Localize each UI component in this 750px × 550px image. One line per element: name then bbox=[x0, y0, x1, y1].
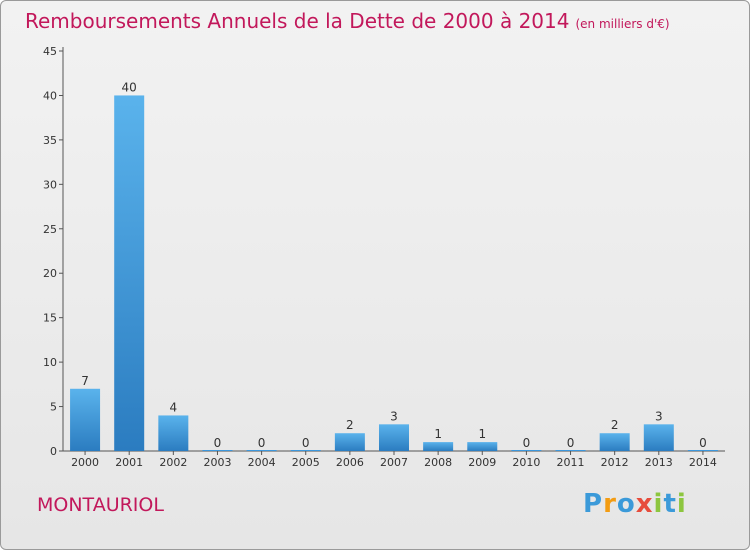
x-tick-label-2014: 2014 bbox=[689, 456, 717, 469]
logo-letter: r bbox=[603, 489, 617, 519]
x-tick-label-2006: 2006 bbox=[336, 456, 364, 469]
bar-2014 bbox=[687, 450, 718, 451]
data-label-2011: 0 bbox=[567, 436, 575, 450]
y-tick-label: 0 bbox=[50, 445, 57, 458]
x-tick-label-2011: 2011 bbox=[557, 456, 585, 469]
data-label-2013: 3 bbox=[655, 409, 663, 423]
chart-title: Remboursements Annuels de la Dette de 20… bbox=[25, 9, 670, 33]
bar-2005 bbox=[290, 450, 321, 451]
logo-letter: i bbox=[676, 489, 687, 519]
x-tick-label-2004: 2004 bbox=[248, 456, 276, 469]
x-tick-label-2008: 2008 bbox=[424, 456, 452, 469]
data-label-2009: 1 bbox=[478, 427, 486, 441]
bar-2003 bbox=[202, 450, 233, 451]
place-name: MONTAURIOL bbox=[37, 494, 164, 516]
x-tick-label-2000: 2000 bbox=[71, 456, 99, 469]
bar-2002 bbox=[158, 415, 189, 451]
y-tick-label: 20 bbox=[43, 267, 57, 280]
bar-2008 bbox=[423, 442, 454, 451]
chart-title-text: Remboursements Annuels de la Dette de 20… bbox=[25, 9, 570, 33]
y-tick-label: 30 bbox=[43, 178, 57, 191]
data-label-2005: 0 bbox=[302, 436, 310, 450]
logo-letter: o bbox=[616, 489, 636, 519]
y-tick-label: 10 bbox=[43, 356, 57, 369]
bar-2004 bbox=[246, 450, 277, 451]
logo-letter: P bbox=[583, 489, 604, 519]
y-tick-label: 45 bbox=[43, 45, 57, 58]
bar-2009 bbox=[467, 442, 498, 451]
x-tick-label-2001: 2001 bbox=[115, 456, 143, 469]
data-label-2000: 7 bbox=[81, 374, 89, 388]
data-label-2008: 1 bbox=[434, 427, 442, 441]
x-tick-label-2013: 2013 bbox=[645, 456, 673, 469]
y-tick-label: 25 bbox=[43, 223, 57, 236]
bar-2001 bbox=[114, 95, 145, 451]
x-tick-label-2005: 2005 bbox=[292, 456, 320, 469]
data-label-2006: 2 bbox=[346, 418, 354, 432]
chart-subtitle: (en milliers d'€) bbox=[575, 17, 670, 31]
y-tick-label: 35 bbox=[43, 134, 57, 147]
y-tick-label: 5 bbox=[50, 401, 57, 414]
data-label-2010: 0 bbox=[523, 436, 531, 450]
data-label-2001: 40 bbox=[122, 80, 137, 94]
logo-letter: t bbox=[663, 489, 677, 519]
bar-2013 bbox=[643, 424, 674, 451]
proxiti-logo: Proxiti bbox=[583, 489, 687, 519]
bar-2000 bbox=[70, 388, 101, 451]
data-label-2004: 0 bbox=[258, 436, 266, 450]
x-tick-label-2010: 2010 bbox=[512, 456, 540, 469]
bar-2012 bbox=[599, 433, 630, 451]
bar-2006 bbox=[334, 433, 365, 451]
data-label-2014: 0 bbox=[699, 436, 707, 450]
logo-letter: x bbox=[635, 489, 654, 519]
logo-letter: i bbox=[653, 489, 664, 519]
y-tick-label: 15 bbox=[43, 312, 57, 325]
data-label-2012: 2 bbox=[611, 418, 619, 432]
x-tick-label-2012: 2012 bbox=[601, 456, 629, 469]
bar-2011 bbox=[555, 450, 586, 451]
bar-2010 bbox=[511, 450, 542, 451]
data-label-2002: 4 bbox=[170, 400, 178, 414]
data-label-2003: 0 bbox=[214, 436, 222, 450]
x-tick-label-2009: 2009 bbox=[468, 456, 496, 469]
y-tick-label: 40 bbox=[43, 89, 57, 102]
x-tick-label-2007: 2007 bbox=[380, 456, 408, 469]
data-label-2007: 3 bbox=[390, 409, 398, 423]
x-tick-label-2003: 2003 bbox=[203, 456, 231, 469]
x-tick-label-2002: 2002 bbox=[159, 456, 187, 469]
bar-2007 bbox=[379, 424, 409, 451]
